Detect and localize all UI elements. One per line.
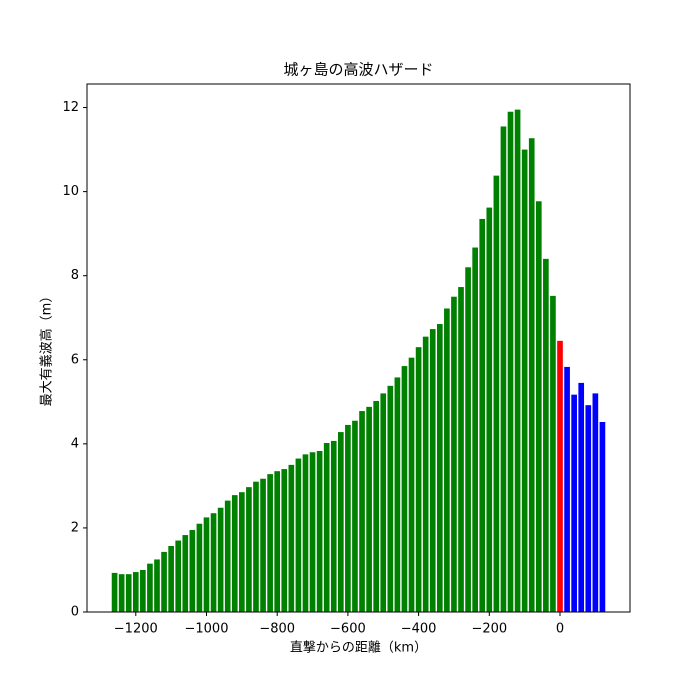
bar <box>472 247 478 612</box>
y-axis-label: 最大有義波高（m） <box>39 290 55 407</box>
bar <box>500 126 507 613</box>
x-tick-label: −200 <box>471 622 507 637</box>
x-axis-label: 直撃からの距離（km） <box>290 640 427 656</box>
bar <box>302 454 309 612</box>
bar <box>422 336 429 612</box>
bar <box>429 329 436 612</box>
bar <box>352 420 358 612</box>
bar <box>111 572 118 612</box>
bar <box>451 296 457 612</box>
bar <box>217 507 224 612</box>
bar <box>168 546 174 612</box>
bar <box>309 452 316 612</box>
bar <box>246 487 252 612</box>
bar <box>521 149 528 612</box>
bar <box>196 523 203 612</box>
bar <box>465 267 471 612</box>
bar <box>140 569 146 612</box>
y-tick-label: 12 <box>62 100 79 115</box>
bar <box>514 109 521 612</box>
x-tick-label: −600 <box>330 622 366 637</box>
y-tick-label: 6 <box>71 352 79 367</box>
bar <box>161 551 167 612</box>
bar <box>585 405 592 612</box>
bar <box>260 478 266 612</box>
bar <box>571 394 577 612</box>
bar <box>147 563 153 612</box>
y-tick-label: 2 <box>71 520 79 535</box>
bar <box>592 393 599 612</box>
bar <box>380 393 387 612</box>
bar <box>458 287 464 612</box>
bar <box>408 357 415 612</box>
bar <box>401 366 408 612</box>
bar <box>486 207 493 613</box>
bar <box>599 421 606 612</box>
bar <box>415 347 422 612</box>
bar <box>373 400 380 612</box>
plot-frame <box>86 83 631 613</box>
bar <box>387 385 394 612</box>
bar <box>345 424 351 612</box>
bar <box>543 258 549 612</box>
bar <box>564 366 570 612</box>
y-tick-label: 10 <box>62 184 79 199</box>
bar <box>330 440 337 612</box>
bar <box>224 500 231 612</box>
bar <box>189 530 196 612</box>
bar <box>493 175 500 612</box>
bar <box>507 111 514 612</box>
y-tick-label: 0 <box>71 605 79 620</box>
bar <box>550 295 556 612</box>
chart-title: 城ヶ島の高波ハザード <box>283 61 433 79</box>
bar <box>288 464 295 612</box>
bar <box>444 308 450 612</box>
bar <box>281 469 288 612</box>
x-tick-label: 0 <box>556 622 564 637</box>
bar <box>182 535 189 612</box>
bar <box>125 574 132 612</box>
bar <box>323 443 330 612</box>
bar <box>394 377 401 612</box>
bar <box>210 513 217 612</box>
bar <box>231 495 238 612</box>
bar <box>274 471 281 612</box>
bar <box>337 432 344 612</box>
bar <box>479 218 486 612</box>
bar <box>295 458 302 612</box>
bar <box>557 340 563 612</box>
y-tick-label: 4 <box>71 436 79 451</box>
bar <box>132 572 139 612</box>
bar <box>267 474 273 612</box>
y-tick-label: 8 <box>71 268 79 283</box>
bar <box>118 574 125 612</box>
bar <box>359 411 365 612</box>
bar <box>239 492 245 612</box>
bar <box>436 324 443 612</box>
bar <box>175 540 182 612</box>
bar <box>528 138 535 612</box>
bar <box>366 406 372 612</box>
x-tick-label: −1200 <box>114 622 158 637</box>
bar <box>203 517 210 612</box>
x-tick-label: −1000 <box>184 622 228 637</box>
x-tick-label: −400 <box>401 622 437 637</box>
x-tick-label: −800 <box>259 622 295 637</box>
bar <box>535 201 542 612</box>
bar <box>316 450 323 612</box>
bar <box>154 559 160 612</box>
bar <box>578 382 585 612</box>
bar <box>253 481 259 612</box>
